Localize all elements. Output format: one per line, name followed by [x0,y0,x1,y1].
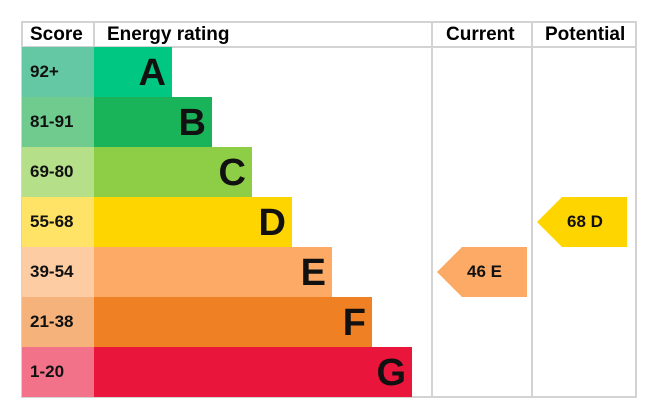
score-header: Score [30,24,83,45]
current-rating-arrow: 46 E [437,247,527,297]
score-range-g: 1-20 [22,347,94,397]
potential-rating-arrow: 68 D [537,197,627,247]
col-divider [93,21,95,47]
rating-bar-e: E [94,247,332,297]
col-divider [531,21,533,398]
score-range-f: 21-38 [22,297,94,347]
score-range-a: 92+ [22,47,94,97]
bottom-border [22,396,637,398]
current-header: Current [446,24,515,45]
right-border [635,21,637,398]
top-border [22,21,637,23]
rating-bar-a: A [94,47,172,97]
rating-bar-b: B [94,97,212,147]
score-range-c: 69-80 [22,147,94,197]
col-divider [431,21,433,398]
rating-bar-c: C [94,147,252,197]
header-divider [22,46,637,48]
score-range-e: 39-54 [22,247,94,297]
energy-rating-header: Energy rating [107,24,230,45]
rating-bar-f: F [94,297,372,347]
potential-header: Potential [545,24,626,45]
rating-bar-g: G [94,347,412,397]
score-range-b: 81-91 [22,97,94,147]
rating-bar-d: D [94,197,292,247]
score-range-d: 55-68 [22,197,94,247]
